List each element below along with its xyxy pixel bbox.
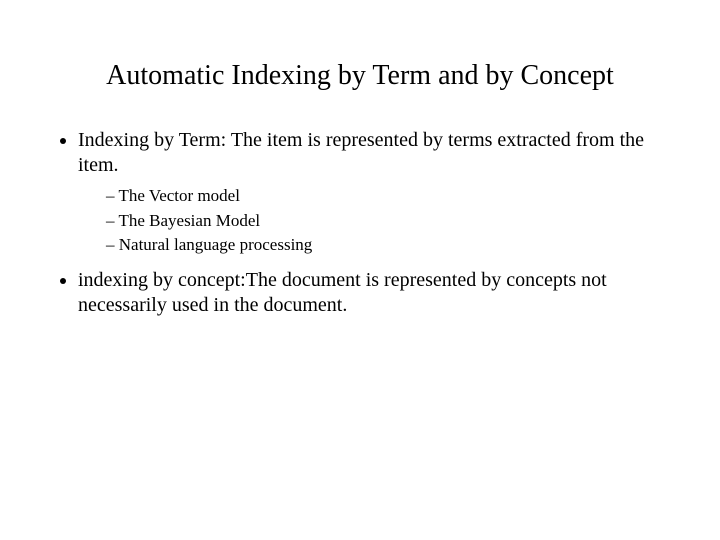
list-item-text: Indexing by Term: The item is represente… [78, 129, 644, 176]
sub-list: The Vector model The Bayesian Model Natu… [78, 184, 680, 258]
sub-list-item: The Vector model [106, 184, 680, 209]
list-item: Indexing by Term: The item is represente… [78, 128, 680, 258]
slide-title: Automatic Indexing by Term and by Concep… [40, 60, 680, 92]
list-item: indexing by concept:The document is repr… [78, 268, 680, 318]
sub-list-item: Natural language processing [106, 233, 680, 258]
sub-list-item: The Bayesian Model [106, 209, 680, 234]
bullet-list: Indexing by Term: The item is represente… [40, 128, 680, 318]
list-item-text: indexing by concept:The document is repr… [78, 269, 607, 316]
slide: Automatic Indexing by Term and by Concep… [0, 0, 720, 540]
